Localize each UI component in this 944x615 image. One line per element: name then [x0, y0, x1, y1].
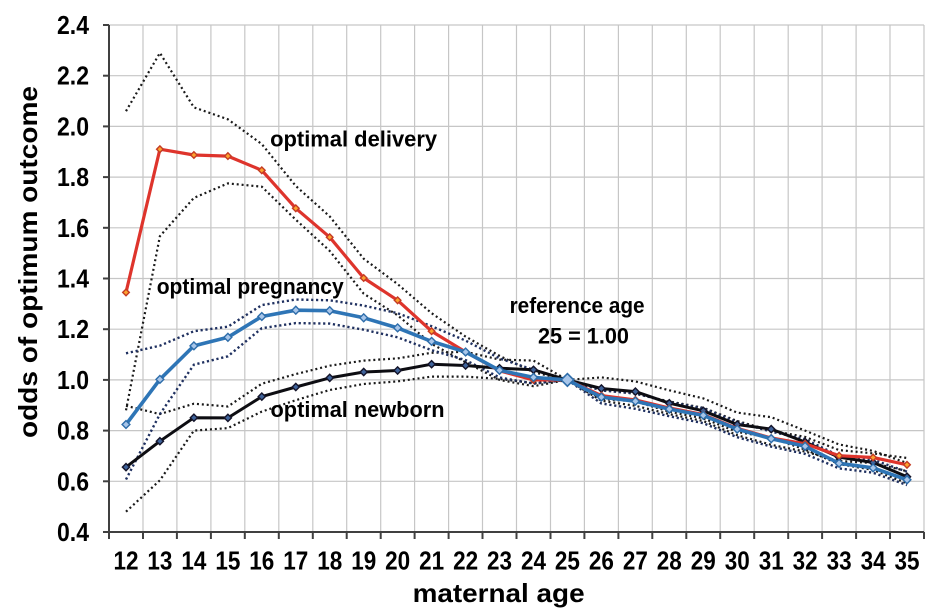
svg-text:2.4: 2.4 [57, 12, 90, 40]
svg-text:16: 16 [249, 548, 274, 576]
svg-text:18: 18 [317, 548, 342, 576]
svg-text:13: 13 [147, 548, 172, 576]
svg-text:0.6: 0.6 [57, 468, 89, 496]
svg-text:14: 14 [181, 548, 207, 576]
svg-text:reference age: reference age [510, 293, 645, 318]
svg-text:22: 22 [453, 548, 478, 576]
svg-text:1.6: 1.6 [57, 215, 89, 243]
svg-text:optimal pregnancy: optimal pregnancy [157, 274, 345, 299]
svg-text:1.0: 1.0 [57, 367, 89, 395]
svg-text:29: 29 [691, 548, 716, 576]
svg-text:23: 23 [487, 548, 512, 576]
svg-text:28: 28 [657, 548, 682, 576]
svg-text:20: 20 [385, 548, 410, 576]
svg-text:12: 12 [114, 548, 139, 576]
svg-text:31: 31 [759, 548, 784, 576]
svg-text:17: 17 [283, 548, 308, 576]
svg-text:21: 21 [419, 548, 444, 576]
svg-text:1.2: 1.2 [57, 316, 89, 344]
svg-text:2.0: 2.0 [57, 113, 89, 141]
svg-text:19: 19 [351, 548, 376, 576]
svg-text:33: 33 [827, 548, 852, 576]
svg-text:optimal delivery: optimal delivery [270, 127, 438, 152]
svg-text:optimal newborn: optimal newborn [271, 397, 445, 422]
svg-text:0.8: 0.8 [57, 418, 89, 446]
svg-text:32: 32 [793, 548, 818, 576]
svg-text:30: 30 [725, 548, 750, 576]
svg-text:24: 24 [521, 548, 547, 576]
svg-text:34: 34 [861, 548, 887, 576]
svg-text:15: 15 [215, 548, 240, 576]
svg-text:1.8: 1.8 [57, 164, 89, 192]
svg-text:maternal age: maternal age [413, 580, 585, 608]
svg-text:0.4: 0.4 [57, 519, 90, 547]
svg-text:odds of optimum outcome: odds of optimum outcome [15, 86, 43, 438]
svg-text:25 = 1.00: 25 = 1.00 [538, 324, 629, 349]
svg-text:26: 26 [589, 548, 614, 576]
svg-text:25: 25 [555, 548, 580, 576]
svg-text:1.4: 1.4 [57, 266, 90, 294]
svg-text:35: 35 [895, 548, 920, 576]
svg-text:27: 27 [623, 548, 648, 576]
svg-text:2.2: 2.2 [57, 63, 89, 91]
